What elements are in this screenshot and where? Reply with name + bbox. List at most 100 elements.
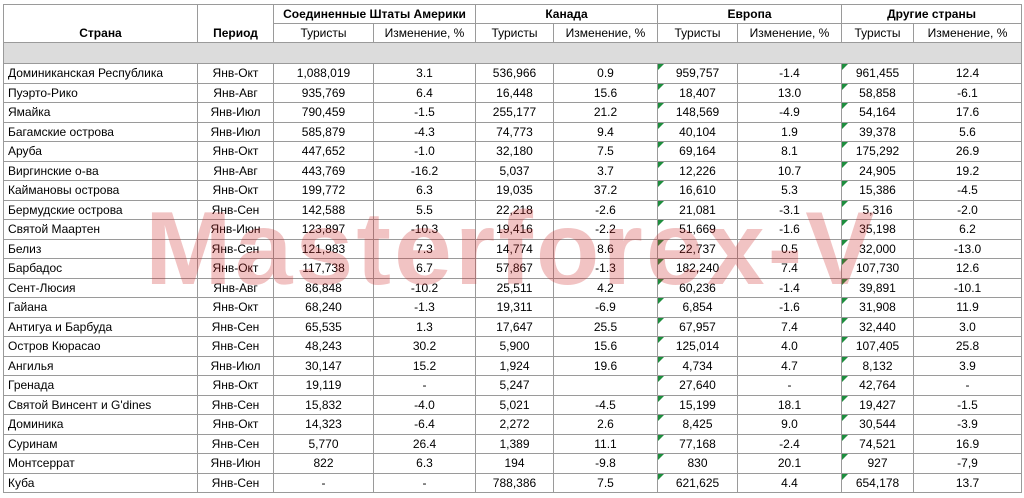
change-cell: 6.3 [373, 180, 476, 201]
header-period: Период [197, 4, 274, 43]
country-cell: Гренада [3, 375, 198, 396]
subheader-change: Изменение, % [373, 23, 476, 43]
tourists-cell: 117,738 [273, 258, 374, 279]
country-cell: Остров Кюрасао [3, 336, 198, 357]
change-cell: -6.4 [373, 414, 476, 435]
tourists-cell: 30,544 [841, 414, 915, 435]
change-cell: 18.1 [737, 394, 843, 415]
table-row: Святой Винсент и G'dines Янв-Сен 15,832 -4.… [3, 394, 1023, 415]
tourists-cell: 18,407 [657, 82, 739, 103]
change-cell: 3.7 [552, 160, 659, 181]
tourists-cell: 199,772 [273, 180, 374, 201]
table-row: Пуэрто-Рико Янв-Авг 935,769 6.4 16,448 15.6 18… [3, 82, 1023, 103]
change-cell: 4.4 [737, 472, 843, 493]
tourists-cell: 39,378 [841, 121, 915, 142]
change-cell: 11.9 [913, 297, 1023, 318]
table-row: Виргинские о-ва Янв-Авг 443,769 -16.2 5,037 3… [3, 160, 1023, 181]
period-cell: Янв-Сен [197, 199, 274, 220]
tourists-cell: 69,164 [657, 141, 739, 162]
change-cell: - [373, 375, 476, 396]
tourists-cell: 123,897 [273, 219, 374, 240]
country-cell: Доминика [3, 414, 198, 435]
change-cell: 9.4 [552, 121, 659, 142]
tourists-cell: 790,459 [273, 102, 374, 123]
change-cell: -13.0 [913, 238, 1023, 259]
country-cell: Ямайка [3, 102, 198, 123]
tourists-cell: 30,147 [273, 355, 374, 376]
country-cell: Виргинские о-ва [3, 160, 198, 181]
change-cell: 13.0 [737, 82, 843, 103]
tourists-cell: 22,218 [475, 199, 554, 220]
period-cell: Янв-Сен [197, 394, 274, 415]
country-cell: Святой Маартен [3, 219, 198, 240]
period-cell: Янв-Авг [197, 277, 274, 298]
subheader-change: Изменение, % [737, 23, 843, 43]
country-cell: Сент-Люсия [3, 277, 198, 298]
tourists-cell: 125,014 [657, 336, 739, 357]
change-cell: 7.5 [552, 472, 659, 493]
tourists-cell: 54,164 [841, 102, 915, 123]
change-cell: 19.2 [913, 160, 1023, 181]
tourists-cell: 58,858 [841, 82, 915, 103]
tourists-cell: 65,535 [273, 316, 374, 337]
table-row: Остров Кюрасао Янв-Сен 48,243 30.2 5,900 15.6… [3, 336, 1023, 357]
tourists-cell: 788,386 [475, 472, 554, 493]
change-cell: 3.9 [913, 355, 1023, 376]
change-cell: 6.7 [373, 258, 476, 279]
change-cell: 5.5 [373, 199, 476, 220]
country-cell: Куба [3, 472, 198, 493]
period-cell: Янв-Окт [197, 414, 274, 435]
header-country: Страна [3, 4, 198, 43]
tourists-cell: 5,021 [475, 394, 554, 415]
tourists-cell: 1,389 [475, 433, 554, 454]
country-cell: Аруба [3, 141, 198, 162]
period-cell: Янв-Сен [197, 316, 274, 337]
change-cell: -6.9 [552, 297, 659, 318]
subheader-change: Изменение, % [552, 23, 659, 43]
table-row: Бермудские острова Янв-Сен 142,588 5.5 22,21… [3, 199, 1023, 220]
tourists-cell: 60,236 [657, 277, 739, 298]
tourists-cell: 15,199 [657, 394, 739, 415]
change-cell: -1.0 [373, 141, 476, 162]
tourists-cell: 1,924 [475, 355, 554, 376]
period-cell: Янв-Сен [197, 472, 274, 493]
tourists-cell: 12,226 [657, 160, 739, 181]
tourists-cell: 959,757 [657, 63, 739, 84]
change-cell: 25.5 [552, 316, 659, 337]
subheader-tourists: Туристы [657, 23, 739, 43]
tourists-cell: 57,867 [475, 258, 554, 279]
change-cell: -10.3 [373, 219, 476, 240]
change-cell: -1.3 [552, 258, 659, 279]
table-row: Доминиканская Республика Янв-Окт 1,088,019… [3, 63, 1023, 84]
change-cell: -2.6 [552, 199, 659, 220]
change-cell: 7.5 [552, 141, 659, 162]
tourists-cell: 14,774 [475, 238, 554, 259]
tourists-cell: 25,511 [475, 277, 554, 298]
table-row: Гренада Янв-Окт 19,119-5,247 27,640-42,764- [3, 375, 1023, 396]
tourists-cell: 32,180 [475, 141, 554, 162]
tourists-cell: 21,081 [657, 199, 739, 220]
tourists-cell: 24,905 [841, 160, 915, 181]
table-row: Гайана Янв-Окт 68,240 -1.3 19,311 -6.9 6,854 -1… [3, 297, 1023, 318]
country-cell: Ангилья [3, 355, 198, 376]
table-row: Куба Янв-Сен - -788,386 7.5 621,625 4.4 654,178… [3, 472, 1023, 493]
tourists-cell: 15,386 [841, 180, 915, 201]
table-row: Аруба Янв-Окт 447,652 -1.0 32,180 7.5 69,164 8.… [3, 141, 1023, 162]
tourists-cell: 40,104 [657, 121, 739, 142]
period-cell: Янв-Окт [197, 180, 274, 201]
tourists-cell: 5,770 [273, 433, 374, 454]
change-cell: - [913, 375, 1023, 396]
change-cell: -1.5 [373, 102, 476, 123]
change-cell: 1.9 [737, 121, 843, 142]
tourists-cell: 447,652 [273, 141, 374, 162]
change-cell: -7,9 [913, 453, 1023, 474]
tourists-cell: 5,247 [475, 375, 554, 396]
tourists-cell: 121,983 [273, 238, 374, 259]
table-row: Доминика Янв-Окт 14,323 -6.4 2,272 2.6 8,425 9.… [3, 414, 1023, 435]
change-cell: 16.9 [913, 433, 1023, 454]
change-cell: 0.9 [552, 63, 659, 84]
header-group-usa: Соединенные Штаты Америки [273, 4, 476, 24]
table-row: Ямайка Янв-Июл 790,459 -1.5 255,177 21.2 148,5… [3, 102, 1023, 123]
change-cell: -4.0 [373, 394, 476, 415]
tourists-cell: 86,848 [273, 277, 374, 298]
